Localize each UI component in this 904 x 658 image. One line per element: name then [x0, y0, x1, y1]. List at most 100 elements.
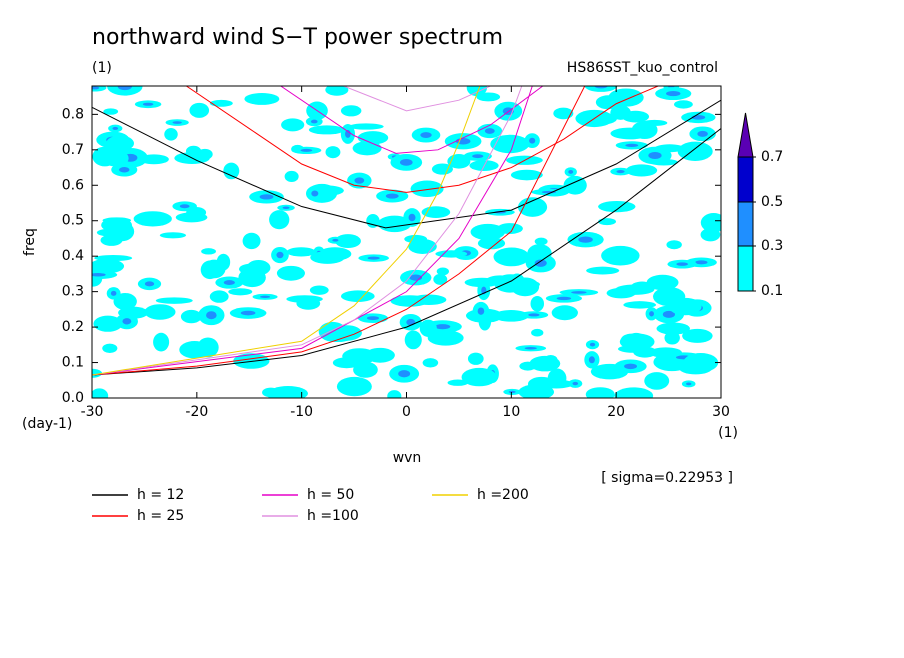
legend-label: h = 50 [307, 487, 354, 503]
dispersion-curve [92, 86, 586, 376]
contour-blob [625, 143, 639, 147]
legend-label: h =200 [477, 487, 529, 503]
contour-blob [668, 297, 702, 316]
contour-blob [419, 319, 437, 337]
contour-blob [700, 212, 721, 233]
contour-blob [408, 238, 437, 254]
contour-blob [447, 379, 469, 386]
contour-blob [284, 170, 299, 183]
contour-blob [281, 118, 305, 132]
contour-blob [646, 274, 679, 291]
contour-blob [246, 259, 271, 276]
contour-blob [113, 292, 137, 311]
contour-blob [310, 250, 345, 264]
contour-blob [472, 154, 484, 159]
contour-blob [484, 128, 495, 134]
contour-blob [556, 296, 572, 301]
contour-blob [678, 361, 713, 375]
x-unit: (1) [718, 425, 738, 441]
contour-blob [353, 361, 378, 378]
dispersion-curve [186, 86, 659, 193]
colorbar-arrow [737, 112, 754, 158]
curves [92, 86, 721, 376]
contour-blob [666, 240, 682, 250]
contour-blob [586, 266, 620, 275]
contour-blob [202, 259, 226, 279]
contour-blob [656, 322, 690, 335]
contour-blob [325, 86, 349, 96]
contour-blob [106, 135, 134, 152]
x-tick-label: 30 [712, 404, 730, 420]
contour-blob [102, 150, 129, 167]
x-tick-label: -10 [290, 404, 313, 420]
y-tick-label: 0.5 [62, 213, 84, 229]
contour-blob [420, 132, 432, 139]
contour-blob [109, 221, 135, 242]
contour-blob [197, 337, 219, 358]
contour-blob [511, 145, 524, 152]
contour-blob [598, 218, 616, 226]
x-tick-label: 20 [607, 404, 625, 420]
contour-blob [309, 285, 329, 295]
contour-blob [648, 152, 662, 160]
contour-blob [138, 154, 169, 165]
contour-blob [94, 255, 133, 262]
contour-blob [585, 387, 615, 398]
x-tick-label: 0 [402, 404, 411, 420]
x-axis-label: wvn [393, 450, 422, 466]
contour-blob [340, 105, 362, 117]
contour-blob [201, 248, 216, 255]
contour-blob [531, 328, 544, 337]
contour-blob [189, 102, 210, 118]
contour-blob [172, 121, 182, 124]
x-tick-label: -20 [185, 404, 208, 420]
contour-blob [496, 223, 523, 234]
run-name: HS86SST_kuo_control [567, 60, 718, 76]
contour-blob [433, 273, 448, 285]
contour-blob [685, 382, 692, 386]
dispersion-curve [280, 86, 544, 154]
legend-label: h = 12 [137, 487, 184, 503]
contour-blob [244, 92, 280, 105]
chart-title: northward wind S−T power spectrum [92, 25, 503, 50]
colorbar-label: 0.1 [761, 283, 783, 299]
contour-blob [676, 262, 689, 266]
contour-blob [92, 86, 100, 90]
contour-blob [410, 180, 444, 198]
contour-blob [623, 301, 657, 309]
contour-blob [589, 342, 596, 347]
contour-blob [551, 305, 578, 321]
contour-blob [92, 368, 103, 378]
contour-blob [296, 297, 321, 310]
contour-blob [93, 315, 123, 332]
contour-blob [493, 310, 529, 322]
contour-blob [179, 204, 190, 209]
contour-blob [547, 368, 567, 388]
contour-blob [624, 363, 637, 370]
legend-label: h = 25 [137, 508, 184, 524]
contour-blob [436, 267, 449, 276]
contour-blob [112, 126, 119, 130]
contour-blob [197, 148, 213, 160]
contour-blob [644, 372, 670, 390]
contour-blob [411, 294, 447, 306]
contour-blob [269, 210, 290, 230]
contour-blob [563, 175, 587, 195]
contour-blob [594, 86, 608, 89]
y-tick-label: 0.4 [62, 248, 84, 264]
contour-blob [142, 102, 154, 106]
colorbar-label: 0.3 [761, 238, 783, 254]
contour-blob [421, 206, 451, 218]
contour-blob [408, 213, 416, 222]
contour-blob [354, 177, 365, 184]
y-tick-label: 0.3 [62, 284, 84, 300]
contour-blob [209, 290, 229, 303]
contour-blob [387, 390, 402, 398]
contour-blob [529, 355, 561, 372]
contour-blob [664, 331, 680, 345]
contour-blob [155, 297, 193, 304]
contour-blob [404, 330, 422, 350]
colorbar-label: 0.5 [761, 194, 783, 210]
contour-blob [666, 91, 681, 97]
contour-blob [528, 313, 540, 317]
